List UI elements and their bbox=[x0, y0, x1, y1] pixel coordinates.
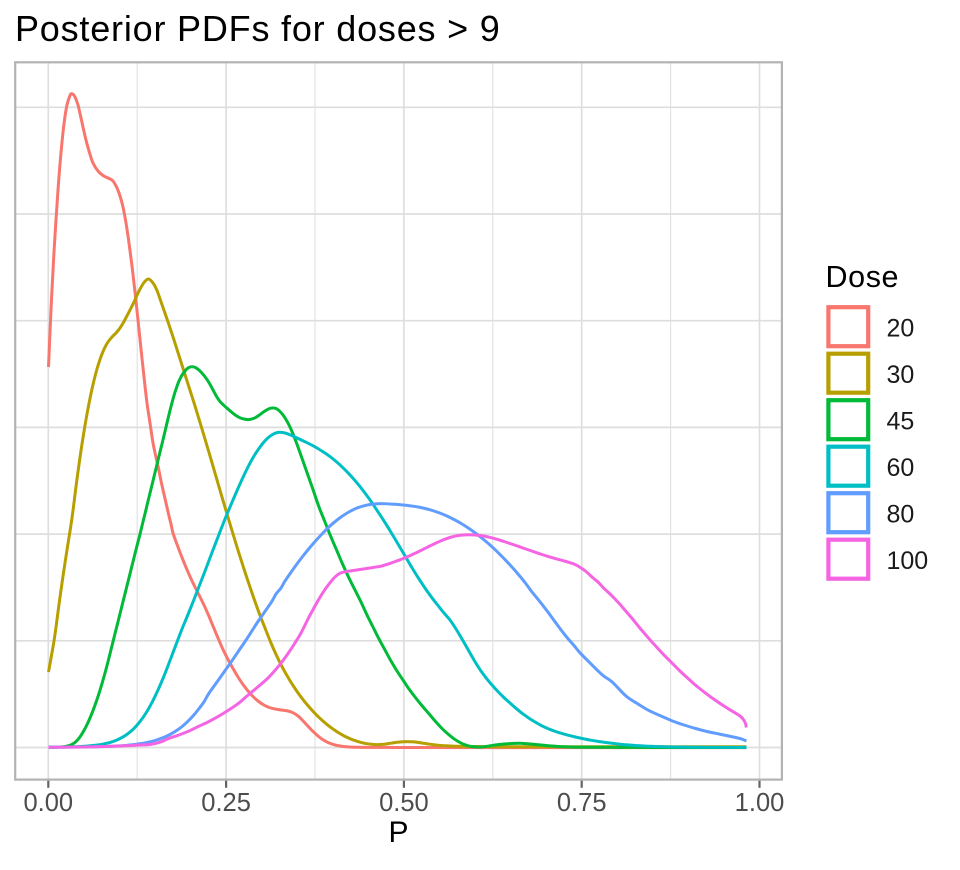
svg-text:0.00: 0.00 bbox=[23, 789, 73, 817]
svg-text:60: 60 bbox=[887, 454, 915, 482]
svg-text:100: 100 bbox=[887, 547, 929, 575]
svg-text:20: 20 bbox=[887, 315, 915, 343]
svg-text:Posterior PDFs for doses > 9: Posterior PDFs for doses > 9 bbox=[15, 8, 501, 49]
svg-text:0.25: 0.25 bbox=[201, 789, 251, 817]
svg-text:45: 45 bbox=[887, 408, 915, 436]
svg-text:1.00: 1.00 bbox=[735, 789, 785, 817]
svg-text:P: P bbox=[388, 816, 408, 849]
svg-text:30: 30 bbox=[887, 361, 915, 389]
svg-text:80: 80 bbox=[887, 501, 915, 529]
svg-text:Dose: Dose bbox=[826, 260, 900, 294]
svg-text:0.50: 0.50 bbox=[379, 789, 429, 817]
svg-text:0.75: 0.75 bbox=[557, 789, 607, 817]
